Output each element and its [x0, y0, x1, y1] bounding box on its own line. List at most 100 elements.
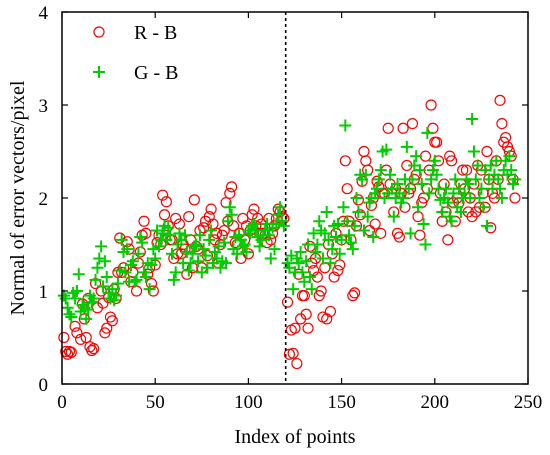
point-r-b [183, 211, 195, 223]
point-r-b [427, 122, 439, 134]
point-g-b [162, 221, 175, 234]
point-r-b [207, 218, 219, 230]
point-g-b [186, 247, 199, 260]
point-g-b [240, 245, 253, 258]
point-g-b [145, 258, 158, 271]
point-r-b [99, 327, 111, 339]
point-g-b [231, 247, 244, 260]
point-g-b [419, 238, 432, 251]
point-g-b [467, 145, 480, 158]
point-r-b [101, 322, 113, 334]
point-g-b [72, 268, 85, 281]
point-r-b [242, 248, 254, 260]
point-g-b [331, 218, 344, 231]
point-g-b [143, 283, 156, 296]
point-g-b [402, 182, 415, 195]
point-g-b [341, 215, 354, 228]
point-r-b [198, 222, 210, 234]
point-r-b [341, 183, 353, 195]
point-r-b [138, 215, 150, 227]
y-tick-label: 2 [39, 189, 49, 210]
point-g-b [121, 243, 134, 256]
point-g-b [179, 229, 192, 242]
point-g-b [415, 178, 428, 191]
point-g-b [285, 249, 298, 262]
point-g-b [417, 218, 430, 231]
point-r-b [425, 99, 437, 111]
point-g-b [61, 301, 74, 314]
axis-ticks: 0 50 100 150 200 250 0 1 2 3 4 [39, 3, 543, 413]
point-r-b [216, 229, 228, 241]
point-r-b [134, 246, 146, 258]
point-g-b [441, 196, 454, 209]
point-r-b [334, 259, 346, 271]
point-g-b [132, 247, 145, 260]
point-g-b [70, 285, 83, 297]
y-tick-label: 1 [39, 282, 49, 303]
point-g-b [63, 308, 76, 321]
point-g-b [305, 283, 318, 296]
point-r-b [442, 234, 454, 246]
point-r-b [224, 187, 236, 199]
point-g-b [412, 201, 425, 214]
point-g-b [495, 192, 508, 204]
point-r-b [65, 346, 77, 358]
point-g-b [205, 224, 218, 237]
point-g-b [344, 236, 357, 249]
point-g-b [98, 255, 111, 268]
point-g-b [149, 252, 162, 265]
point-g-b [359, 168, 372, 181]
point-r-b [445, 155, 458, 167]
y-tick-label: 3 [39, 96, 49, 117]
point-r-b [205, 203, 217, 215]
point-g-b [294, 245, 307, 258]
point-g-b [371, 182, 384, 195]
point-g-b [391, 178, 404, 191]
point-g-b [384, 168, 397, 181]
point-g-b [503, 150, 516, 163]
point-r-b [248, 203, 260, 215]
point-r-b [438, 178, 450, 190]
point-r-b [481, 145, 493, 158]
point-g-b [164, 229, 177, 242]
point-r-b [362, 164, 374, 176]
point-g-b [475, 182, 488, 195]
point-r-b [382, 122, 394, 134]
point-r-b [313, 290, 325, 302]
point-g-b [95, 240, 108, 253]
point-r-b [375, 227, 387, 239]
point-r-b [332, 264, 344, 277]
legend-marker [93, 26, 105, 38]
point-g-b [307, 227, 320, 240]
point-r-b [71, 327, 83, 339]
point-g-b [492, 173, 505, 186]
point-r-b [293, 268, 305, 280]
point-r-b [308, 264, 320, 277]
point-g-b [151, 224, 164, 237]
y-tick-label: 4 [39, 3, 49, 24]
point-g-b [136, 236, 149, 249]
point-g-b [400, 140, 413, 153]
point-g-b [313, 215, 326, 228]
point-r-b [509, 192, 521, 204]
point-g-b [147, 243, 160, 256]
point-g-b [268, 243, 281, 256]
point-g-b [247, 218, 260, 231]
point-r-b [406, 117, 419, 130]
point-r-b [291, 357, 303, 370]
point-g-b [367, 231, 380, 244]
point-g-b [57, 289, 70, 302]
point-g-b [80, 312, 93, 325]
point-r-b [75, 333, 87, 345]
point-g-b [225, 208, 238, 221]
point-g-b [134, 231, 147, 244]
legend-entry: R - B [93, 22, 177, 44]
point-r-b [58, 331, 70, 344]
point-g-b [184, 257, 197, 270]
point-g-b [272, 208, 285, 221]
point-g-b [199, 249, 212, 262]
point-g-b [182, 264, 195, 277]
point-g-b [139, 271, 152, 284]
point-r-b [60, 345, 72, 358]
